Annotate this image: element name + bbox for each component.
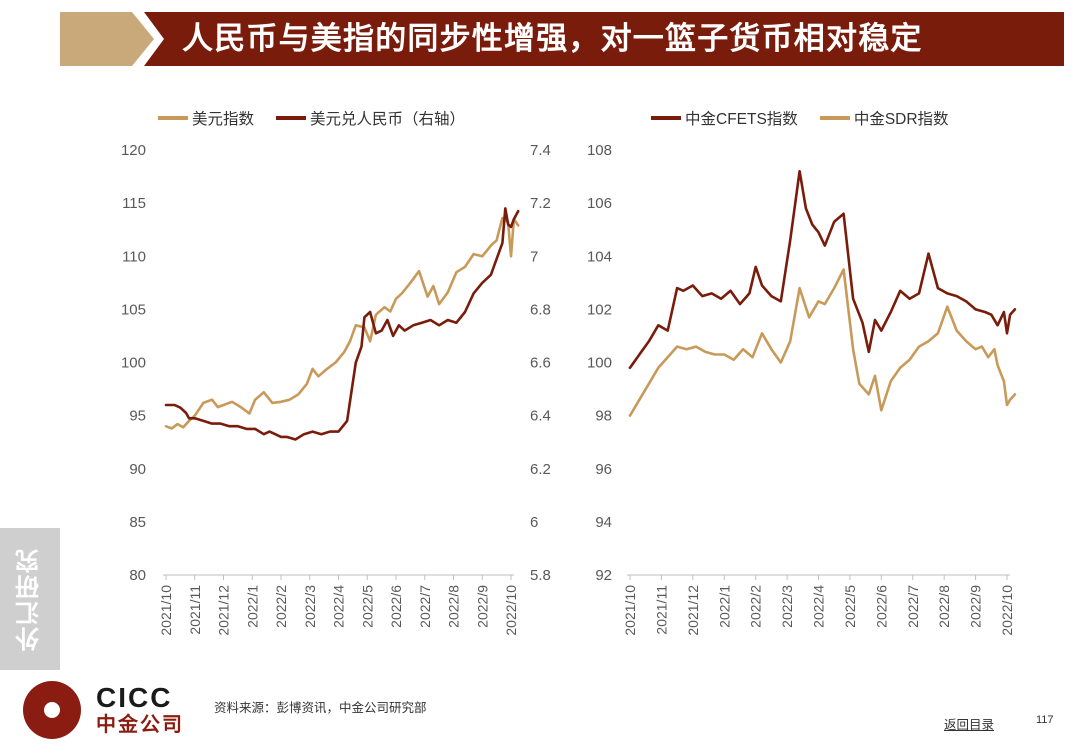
chart-1-series-0-line bbox=[628, 169, 1017, 370]
chart-0-x-tick-label: 2022/10 bbox=[503, 585, 519, 636]
chart-1-x-tick-label: 2021/12 bbox=[685, 585, 701, 636]
chart-1-x-tick-label: 2021/10 bbox=[622, 585, 638, 636]
chart-0-x-tick-label: 2022/9 bbox=[474, 585, 490, 628]
cicc-logo-icon bbox=[23, 681, 81, 739]
chart-1-x-tick-label: 2021/11 bbox=[653, 585, 669, 635]
chart-1-series-1-line bbox=[628, 268, 1017, 417]
chart-1-y-left-tick-label: 98 bbox=[595, 408, 612, 425]
legend-entry-usdcny: 美元兑人民币（右轴） bbox=[276, 107, 465, 129]
chart-0-y-left-tick-label: 115 bbox=[122, 195, 146, 212]
chart-0-y-right-tick-label: 7 bbox=[530, 248, 538, 265]
chart-0-x-tick-label: 2022/4 bbox=[331, 585, 347, 628]
chart-1-x-tick-label: 2022/6 bbox=[873, 585, 889, 628]
chart-0-y-left-tick-label: 100 bbox=[121, 355, 146, 372]
chart-0-x-tick-label: 2022/6 bbox=[388, 585, 404, 628]
chart-0-y-left-tick-label: 90 bbox=[129, 461, 146, 478]
title-banner bbox=[60, 12, 1064, 66]
back-to-contents-link[interactable]: 返回目录 bbox=[944, 718, 995, 732]
chart-1-y-left-tick-label: 104 bbox=[587, 248, 612, 265]
legend-label-usd-index: 美元指数 bbox=[192, 111, 255, 128]
chart-1-x-tick-label: 2022/2 bbox=[748, 585, 764, 628]
chart-0-y-left-tick-label: 110 bbox=[122, 248, 146, 265]
chart-0-y-right-tick-label: 6.2 bbox=[530, 461, 551, 478]
chart-0-x-tick-label: 2022/3 bbox=[302, 585, 318, 628]
title-bar-background bbox=[144, 12, 1064, 66]
chart-0-y-left-tick-label: 85 bbox=[129, 514, 146, 531]
chart-0-y-right-tick-label: 6.8 bbox=[530, 301, 551, 318]
chart-0-x-tick-label: 2022/8 bbox=[446, 585, 462, 628]
chart-0-series-1-line bbox=[164, 207, 520, 441]
chart-1-y-left-tick-label: 106 bbox=[587, 195, 612, 212]
chart-0-x-tick-label: 2022/2 bbox=[273, 585, 289, 628]
legend-swatch-cfets bbox=[651, 116, 681, 120]
chart-0-y-left-tick-label: 105 bbox=[121, 301, 146, 318]
chart-0-y-right-tick-label: 7.2 bbox=[530, 195, 551, 212]
chart-1-x-tick-label: 2022/5 bbox=[842, 585, 858, 628]
chart-0-x-tick-label: 2021/12 bbox=[216, 585, 232, 636]
page-number: 117 bbox=[1036, 714, 1054, 726]
title-chevron bbox=[60, 12, 154, 66]
chart-0-y-right-tick-label: 5.8 bbox=[530, 567, 551, 584]
page-title: 人民币与美指的同步性增强，对一篮子货币相对稳定 bbox=[182, 21, 923, 56]
logo-text-cn: 中金公司 bbox=[96, 714, 184, 736]
chart-0-y-left-tick-label: 95 bbox=[129, 408, 146, 425]
chart-1-y-left-tick-label: 108 bbox=[587, 142, 612, 159]
legend-label-cfets: 中金CFETS指数 bbox=[685, 111, 798, 128]
right-chart-legend: 中金CFETS指数 中金SDR指数 bbox=[651, 107, 971, 129]
chart-0-y-left-tick-label: 80 bbox=[129, 567, 146, 584]
chart-1-y-left-tick-label: 100 bbox=[587, 355, 612, 372]
chart-0-series-0-line bbox=[164, 216, 520, 430]
chart-0-y-right-tick-label: 6 bbox=[530, 514, 538, 531]
chart-1-x-tick-label: 2022/9 bbox=[968, 585, 984, 628]
legend-label-usdcny: 美元兑人民币（右轴） bbox=[310, 111, 466, 128]
legend-entry-usd-index: 美元指数 bbox=[158, 107, 254, 129]
legend-swatch-usdcny bbox=[276, 116, 307, 120]
chart-1-x-tick-label: 2022/1 bbox=[716, 585, 732, 628]
left-chart-legend: 美元指数 美元兑人民币（右轴） bbox=[158, 107, 487, 129]
legend-swatch-sdr bbox=[819, 116, 850, 120]
chart-0-x-tick-label: 2021/11 bbox=[187, 585, 203, 635]
logo-text-en: CICC bbox=[96, 682, 173, 713]
chart-1-x-tick-label: 2022/7 bbox=[905, 585, 921, 628]
legend-swatch-usd-index bbox=[158, 116, 188, 120]
chart-0-x-tick-label: 2022/5 bbox=[359, 585, 375, 628]
legend-label-sdr: 中金SDR指数 bbox=[853, 111, 949, 128]
chart-1-y-left-tick-label: 96 bbox=[595, 461, 612, 478]
chart-0-y-right-tick-label: 7.4 bbox=[530, 142, 551, 159]
chart-0-y-right-tick-label: 6.4 bbox=[530, 408, 551, 425]
side-tab-label: 外汇研究 bbox=[16, 547, 44, 651]
chart-0-x-tick-label: 2021/10 bbox=[158, 585, 174, 636]
chart-0-y-left-tick-label: 120 bbox=[121, 142, 146, 159]
legend-entry-sdr: 中金SDR指数 bbox=[819, 107, 949, 129]
chart-0-x-tick-label: 2022/1 bbox=[244, 585, 260, 628]
chart-1-x-tick-label: 2022/8 bbox=[936, 585, 952, 628]
chart-1-x-tick-label: 2022/4 bbox=[811, 585, 827, 628]
section-side-tab[interactable]: 外汇研究 bbox=[0, 528, 60, 670]
chart-1-y-left-tick-label: 94 bbox=[595, 514, 612, 531]
chart-1-x-tick-label: 2022/3 bbox=[779, 585, 795, 628]
chart-0-x-tick-label: 2022/7 bbox=[417, 585, 433, 628]
chart-1-y-left-tick-label: 102 bbox=[587, 301, 612, 318]
chart-0-y-right-tick-label: 6.6 bbox=[530, 355, 551, 372]
legend-entry-cfets: 中金CFETS指数 bbox=[651, 107, 798, 129]
source-note: 资料来源：彭博资讯，中金公司研究部 bbox=[214, 701, 427, 715]
chart-1-y-left-tick-label: 92 bbox=[595, 567, 612, 584]
chart-1-x-tick-label: 2022/10 bbox=[999, 585, 1015, 636]
